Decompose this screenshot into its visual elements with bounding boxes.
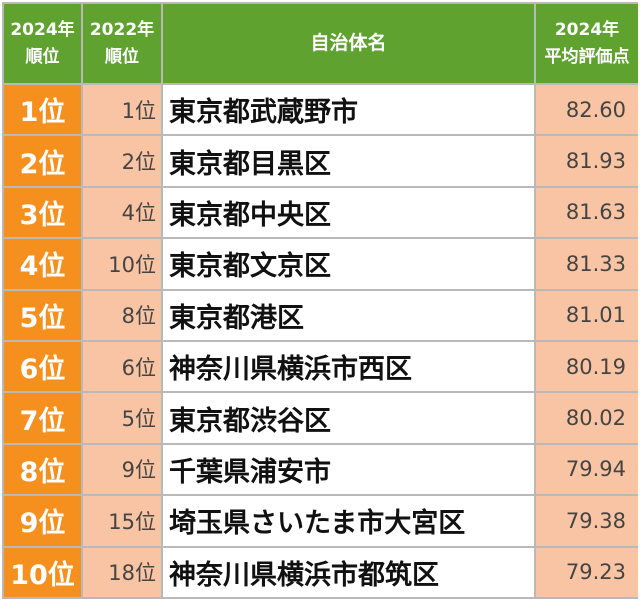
table-header-row: 2024年 順位 2022年 順位 自治体名 2024年 平均評価点 <box>4 4 638 83</box>
municipality-name-cell: 東京都中央区 <box>163 187 534 238</box>
rank-2024-cell: 8位 <box>4 444 81 495</box>
average-score-cell: 81.93 <box>536 136 638 186</box>
rank-2022-cell: 2位 <box>83 136 161 186</box>
header-municipality-name: 自治体名 <box>163 4 534 83</box>
rank-2024-cell: 3位 <box>4 187 81 238</box>
header-rank-2024-year: 2024年 <box>10 19 75 40</box>
rank-2024-cell: 5位 <box>4 290 81 340</box>
rank-2024-cell: 6位 <box>4 341 81 392</box>
municipality-name-cell: 千葉県浦安市 <box>163 444 534 495</box>
rank-2024-cell: 9位 <box>4 496 81 546</box>
municipality-name-cell: 東京都目黒区 <box>163 136 534 186</box>
rank-2022-cell: 4位 <box>83 187 161 238</box>
table-row: 4位 10位 東京都文京区 81.33 <box>4 239 638 289</box>
average-score-cell: 80.02 <box>536 393 638 443</box>
municipality-name-cell: 東京都渋谷区 <box>163 393 534 443</box>
rank-2022-cell: 15位 <box>83 496 161 546</box>
average-score-cell: 79.38 <box>536 496 638 546</box>
average-score-cell: 81.33 <box>536 239 638 289</box>
average-score-cell: 81.01 <box>536 290 638 340</box>
table-row: 6位 6位 神奈川県横浜市西区 80.19 <box>4 341 638 392</box>
table-row: 2位 2位 東京都目黒区 81.93 <box>4 136 638 186</box>
header-score-label: 平均評価点 <box>544 46 630 67</box>
rank-2022-cell: 5位 <box>83 393 161 443</box>
rank-2024-cell: 10位 <box>4 547 81 597</box>
average-score-cell: 82.60 <box>536 85 638 135</box>
table-row: 9位 15位 埼玉県さいたま市大宮区 79.38 <box>4 496 638 546</box>
rank-2022-cell: 10位 <box>83 239 161 289</box>
rank-2022-cell: 6位 <box>83 341 161 392</box>
header-rank-2024-label: 順位 <box>25 46 60 67</box>
table-row: 5位 8位 東京都港区 81.01 <box>4 290 638 340</box>
table-row: 1位 1位 東京都武蔵野市 82.60 <box>4 85 638 135</box>
municipality-name-cell: 東京都武蔵野市 <box>163 85 534 135</box>
municipality-name-cell: 東京都港区 <box>163 290 534 340</box>
header-rank-2022: 2022年 順位 <box>83 4 161 83</box>
header-score-year: 2024年 <box>554 19 620 40</box>
municipality-name-cell: 神奈川県横浜市西区 <box>163 341 534 392</box>
rank-2022-cell: 1位 <box>83 85 161 135</box>
municipality-name-cell: 東京都文京区 <box>163 239 534 289</box>
average-score-cell: 80.19 <box>536 341 638 392</box>
rank-2024-cell: 7位 <box>4 393 81 443</box>
rank-2024-cell: 2位 <box>4 136 81 186</box>
header-rank-2024: 2024年 順位 <box>4 4 81 83</box>
table-row: 3位 4位 東京都中央区 81.63 <box>4 187 638 238</box>
rank-2022-cell: 8位 <box>83 290 161 340</box>
rank-2022-cell: 9位 <box>83 444 161 495</box>
rank-2022-cell: 18位 <box>83 547 161 597</box>
rank-2024-cell: 1位 <box>4 85 81 135</box>
header-rank-2022-year: 2022年 <box>89 19 155 40</box>
header-rank-2022-label: 順位 <box>105 46 139 67</box>
rank-2024-cell: 4位 <box>4 239 81 289</box>
average-score-cell: 81.63 <box>536 187 638 238</box>
municipality-name-cell: 神奈川県横浜市都筑区 <box>163 547 534 597</box>
table-row: 7位 5位 東京都渋谷区 80.02 <box>4 393 638 443</box>
table-row: 10位 18位 神奈川県横浜市都筑区 79.23 <box>4 547 638 597</box>
municipality-name-cell: 埼玉県さいたま市大宮区 <box>163 496 534 546</box>
header-average-score: 2024年 平均評価点 <box>536 4 638 83</box>
table-row: 8位 9位 千葉県浦安市 79.94 <box>4 444 638 495</box>
average-score-cell: 79.23 <box>536 547 638 597</box>
average-score-cell: 79.94 <box>536 444 638 495</box>
